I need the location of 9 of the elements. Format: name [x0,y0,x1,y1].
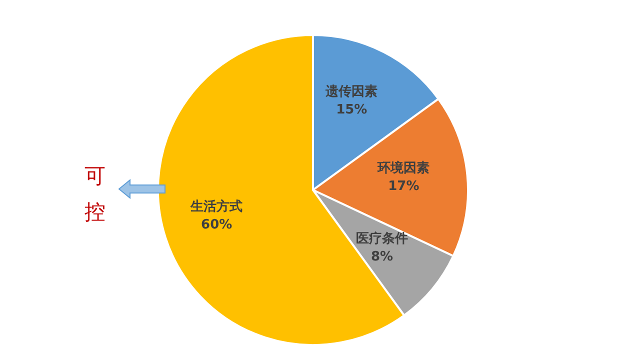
data-label: 60% [201,218,232,233]
slice-label: 生活方式 [190,198,243,215]
slice-label: 医疗条件 [356,230,408,246]
data-label: 8% [371,249,394,264]
data-label: 15% [336,102,368,118]
slice-label: 环境因素 [376,160,430,176]
data-label: 17% [388,178,420,194]
text: 可控 [84,163,106,226]
slice-label: 遗传因素 [324,83,378,100]
